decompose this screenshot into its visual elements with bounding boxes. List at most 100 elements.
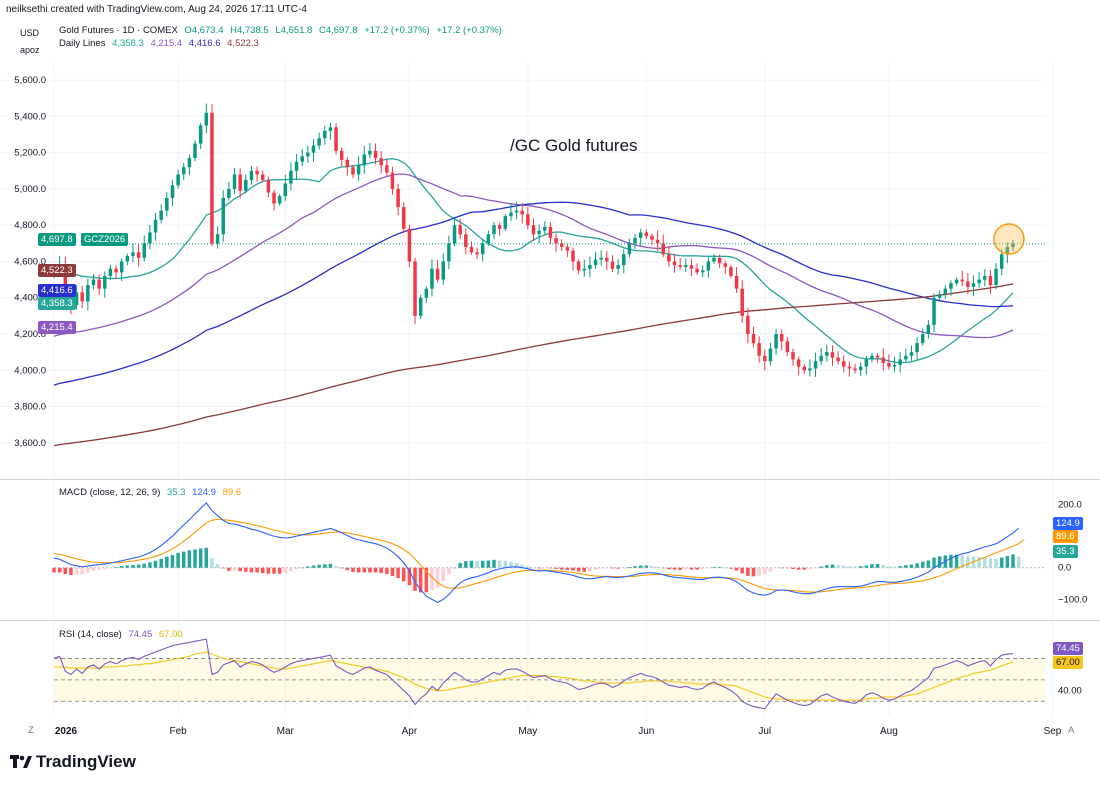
- pane-divider-macd[interactable]: [0, 479, 1100, 480]
- candle-body: [565, 246, 570, 251]
- macd-signal-value: 89.6: [222, 487, 242, 498]
- currency-label[interactable]: USD: [20, 28, 40, 38]
- tradingview-mark-icon: [10, 754, 32, 768]
- candle-body: [695, 268, 699, 273]
- macd-histogram-bar: [165, 556, 169, 568]
- rsi-legend: RSI (14, close) 74.45 67.00: [59, 629, 187, 640]
- macd-histogram-bar: [537, 567, 541, 569]
- ma200-line: [53, 283, 1014, 447]
- ma50-tag: 4,416.6: [38, 284, 76, 297]
- x-tick-label: Jul: [758, 726, 771, 737]
- candle-body: [847, 366, 852, 369]
- candle-body: [294, 161, 299, 171]
- candle-body: [864, 359, 869, 367]
- candle-body: [729, 266, 733, 276]
- macd-histogram-bar: [700, 567, 705, 570]
- price-tick-label: 4,400.0: [14, 293, 46, 304]
- macd-histogram-bar: [830, 564, 835, 568]
- candle-body: [779, 334, 784, 342]
- ma200-tag: 4,522.3: [38, 264, 76, 277]
- macd-line-tag: 124.9: [1053, 517, 1083, 530]
- candle-body: [266, 179, 271, 193]
- macd-histogram-bar: [509, 561, 513, 568]
- macd-histogram-bar: [413, 567, 417, 591]
- chart-annotation: /GC Gold futures: [510, 136, 638, 155]
- candle-body: [182, 167, 186, 175]
- macd-histogram-bar: [548, 567, 553, 569]
- macd-histogram-bar: [351, 567, 355, 573]
- x-tick-label: Apr: [402, 726, 418, 737]
- pane-divider-rsi[interactable]: [0, 620, 1100, 621]
- candle-body: [413, 261, 417, 316]
- macd-histogram-bar: [689, 567, 694, 570]
- macd-histogram-bar: [644, 565, 649, 568]
- macd-histogram-bar: [571, 567, 575, 571]
- price-tick-label: 3,600.0: [14, 438, 46, 449]
- candle-body: [796, 359, 801, 367]
- candle-body: [91, 279, 96, 286]
- macd-histogram-bar: [932, 557, 936, 568]
- candle-body: [464, 234, 468, 247]
- auto-scale-button[interactable]: A: [1068, 725, 1075, 736]
- macd-histogram-bar: [452, 567, 457, 569]
- macd-histogram-bar: [289, 567, 293, 572]
- macd-histogram-bar: [576, 567, 581, 572]
- macd-histogram-bar: [114, 567, 118, 568]
- candle-body: [757, 343, 761, 356]
- macd-histogram-bar: [853, 566, 857, 568]
- candle-body: [260, 174, 265, 180]
- timezone-corner-icon[interactable]: Z: [28, 725, 34, 736]
- macd-histogram-bar: [244, 567, 248, 572]
- macd-histogram-bar: [543, 567, 547, 569]
- candle-body: [774, 334, 778, 349]
- macd-histogram-bar: [763, 567, 767, 575]
- macd-histogram-bar: [396, 567, 400, 579]
- candle-body: [345, 159, 350, 168]
- change-value: +17.2 (+0.37%): [364, 25, 430, 36]
- candle-body: [667, 254, 671, 262]
- x-tick-label: Feb: [169, 726, 187, 737]
- macd-histogram-bar: [153, 560, 158, 568]
- price-tick-label: 5,600.0: [14, 75, 46, 86]
- macd-histogram-bar: [672, 567, 677, 570]
- scale-mode-label[interactable]: apoz: [20, 45, 40, 55]
- ma20-tag: 4,358.3: [38, 297, 76, 310]
- candle-body: [114, 268, 118, 273]
- price-tick-label: 5,000.0: [14, 184, 46, 195]
- macd-histogram-bar: [80, 567, 84, 575]
- candle-body: [932, 297, 936, 325]
- macd-histogram-bar: [170, 555, 175, 568]
- candle-body: [610, 261, 615, 269]
- macd-histogram-bar: [588, 567, 592, 572]
- macd-histogram-bar: [464, 561, 468, 568]
- candle-body: [362, 154, 367, 166]
- macd-histogram-bar: [802, 567, 807, 570]
- macd-histogram-bar: [57, 567, 62, 573]
- macd-histogram-bar: [729, 567, 733, 569]
- high-value: H4,738.5: [230, 25, 269, 36]
- x-tick-label: Jun: [638, 726, 654, 737]
- candle-body: [119, 261, 124, 273]
- rsi-value: 74.45: [128, 629, 153, 640]
- candle-body: [802, 366, 807, 371]
- candle-body: [424, 288, 429, 298]
- candle-body: [678, 265, 682, 267]
- macd-histogram-bar: [424, 567, 429, 593]
- macd-histogram-bar: [103, 567, 107, 569]
- macd-histogram-bar: [937, 556, 942, 568]
- candle-body: [751, 334, 756, 344]
- candle-body: [520, 210, 524, 215]
- price-tick-label: 4,800.0: [14, 220, 46, 231]
- candle-body: [971, 283, 976, 287]
- macd-histogram-bar: [108, 567, 113, 569]
- x-tick-label: Sep: [1044, 726, 1062, 737]
- macd-histogram-bar: [622, 567, 626, 569]
- macd-histogram-bar: [458, 562, 462, 568]
- candle-body: [390, 172, 395, 189]
- candle-body: [650, 236, 654, 240]
- rsi-ma-tag: 67.00: [1053, 656, 1083, 669]
- candle-body: [153, 219, 158, 233]
- macd-histogram-bar: [768, 567, 773, 572]
- macd-histogram-bar: [610, 567, 615, 569]
